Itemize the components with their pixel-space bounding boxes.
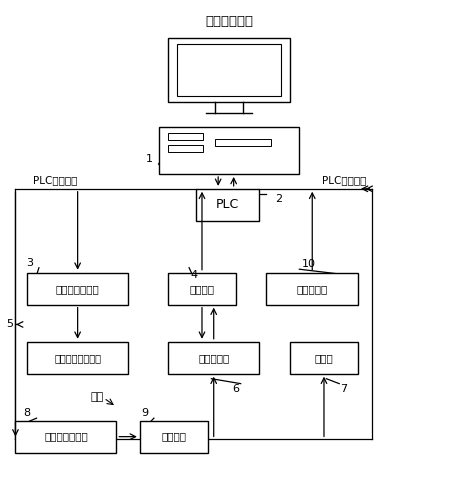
Bar bbox=[177, 44, 280, 96]
Bar bbox=[168, 145, 203, 152]
Bar bbox=[215, 138, 271, 146]
Text: 计量螺旋: 计量螺旋 bbox=[161, 432, 186, 441]
Text: 5: 5 bbox=[6, 319, 13, 329]
Bar bbox=[196, 189, 260, 221]
Bar bbox=[290, 342, 358, 374]
Text: 1: 1 bbox=[146, 154, 153, 164]
Text: PLC: PLC bbox=[216, 198, 239, 211]
Bar bbox=[168, 132, 203, 140]
Text: 2: 2 bbox=[275, 193, 282, 204]
Text: 水泥: 水泥 bbox=[91, 392, 104, 402]
Bar bbox=[27, 342, 128, 374]
Text: 线性电源: 线性电源 bbox=[189, 284, 214, 294]
Text: 10: 10 bbox=[302, 259, 316, 269]
Bar bbox=[140, 421, 208, 453]
Text: 工业控制电脑: 工业控制电脑 bbox=[205, 14, 253, 28]
Text: 4: 4 bbox=[190, 270, 197, 280]
Bar bbox=[168, 273, 236, 305]
Text: 计量螺旋变频器: 计量螺旋变频器 bbox=[44, 432, 88, 441]
Bar bbox=[159, 127, 299, 174]
Bar bbox=[27, 273, 128, 305]
Text: 给料转阀变频器: 给料转阀变频器 bbox=[56, 284, 100, 294]
Text: 8: 8 bbox=[24, 408, 31, 418]
Bar bbox=[267, 273, 358, 305]
Text: 9: 9 bbox=[141, 408, 148, 418]
Text: PLC输出信号: PLC输出信号 bbox=[33, 175, 77, 185]
Bar bbox=[168, 38, 290, 103]
Text: 6: 6 bbox=[233, 383, 239, 393]
Text: 重量传感器: 重量传感器 bbox=[198, 353, 229, 363]
Text: 3: 3 bbox=[26, 258, 33, 268]
Text: 重量变送器: 重量变送器 bbox=[296, 284, 328, 294]
Text: PLC输入信号: PLC输入信号 bbox=[322, 175, 366, 185]
Bar bbox=[16, 421, 117, 453]
Text: 7: 7 bbox=[340, 383, 347, 393]
Bar bbox=[168, 342, 260, 374]
Text: 编码器: 编码器 bbox=[315, 353, 333, 363]
Text: 给料转阀驱动电机: 给料转阀驱动电机 bbox=[54, 353, 101, 363]
